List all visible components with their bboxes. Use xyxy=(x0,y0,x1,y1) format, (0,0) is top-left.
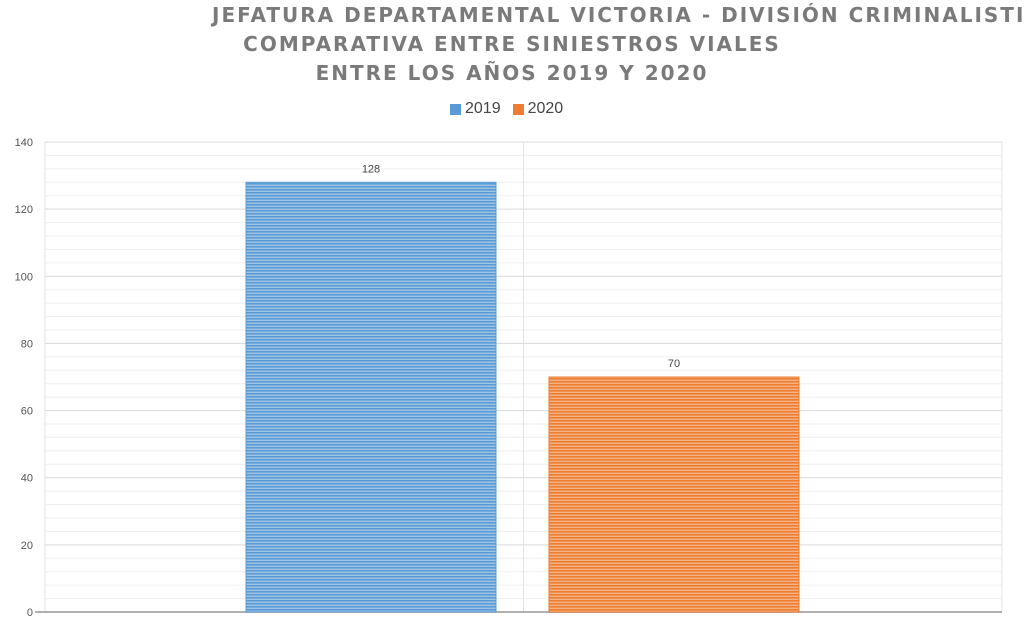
y-tick-label: 0 xyxy=(27,607,33,619)
data-label-2020: 70 xyxy=(668,358,680,370)
y-tick-label: 40 xyxy=(21,473,33,485)
legend-label-2020: 2020 xyxy=(527,100,564,117)
gridlines xyxy=(44,141,1003,613)
y-tick-label: 20 xyxy=(21,540,33,552)
legend-swatch-2019 xyxy=(450,103,461,115)
bars xyxy=(245,181,800,613)
y-tick-label: 100 xyxy=(15,271,33,283)
data-labels: 128 70 xyxy=(362,163,680,370)
chart-legend: 2019 2020 xyxy=(450,100,575,118)
legend-item-2019: 2019 xyxy=(450,100,501,118)
chart-title-line-3: ENTRE LOS AÑOS 2019 Y 2020 xyxy=(315,61,709,85)
y-tick-label: 80 xyxy=(21,338,33,350)
bar-2019 xyxy=(245,181,497,613)
y-tick-label: 60 xyxy=(21,406,33,418)
data-label-2019: 128 xyxy=(362,163,380,175)
chart-title-line-1: JEFATURA DEPARTAMENTAL VICTORIA - DIVISI… xyxy=(212,3,1024,27)
legend-label-2019: 2019 xyxy=(465,100,501,117)
y-tick-label: 140 xyxy=(15,137,33,149)
legend-swatch-2020 xyxy=(512,103,524,115)
chart-title-line-2: COMPARATIVA ENTRE SINIESTROS VIALES xyxy=(243,32,781,56)
bar-2020 xyxy=(548,376,800,613)
legend-item-2020: 2020 xyxy=(512,100,564,118)
y-tick-label: 120 xyxy=(15,204,33,216)
y-axis: 0 20 40 60 80 100 120 140 xyxy=(15,137,1002,619)
